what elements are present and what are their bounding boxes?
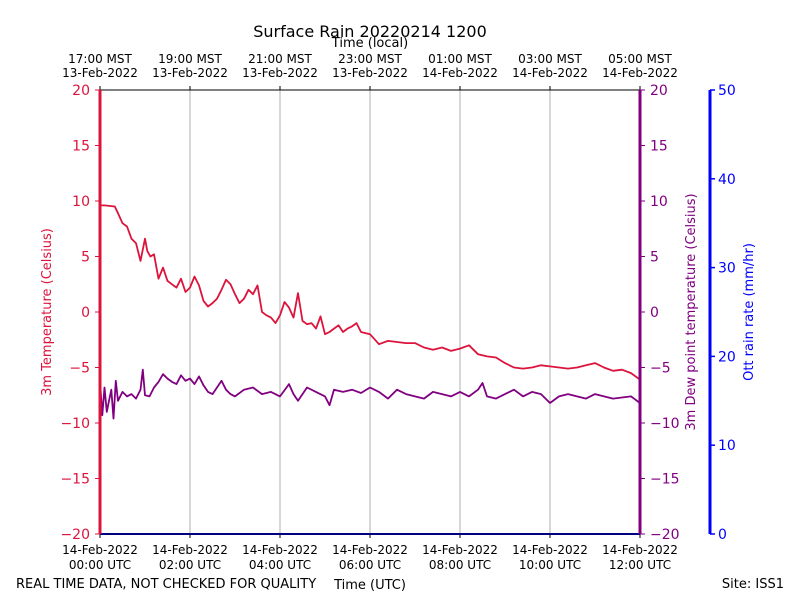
y2-tick-label: −20 — [650, 527, 680, 543]
y-tick-label: 15 — [72, 139, 90, 155]
x-tick-label: 14-Feb-2022 — [512, 543, 588, 557]
x-tick-label: 00:00 UTC — [69, 558, 131, 572]
dewpoint-line — [99, 368, 641, 420]
grid-lines — [189, 90, 551, 534]
rain-tick-label: 0 — [718, 527, 727, 543]
x-tick-label: 04:00 UTC — [249, 558, 311, 572]
top-tick-label: 19:00 MST — [158, 52, 222, 66]
x-tick-label: 14-Feb-2022 — [242, 543, 318, 557]
x-tick-label: 10:00 UTC — [519, 558, 581, 572]
axes-frame — [98, 89, 712, 535]
top-tick-label: 23:00 MST — [338, 52, 402, 66]
chart-title: Surface Rain 20220214 1200 — [253, 22, 487, 41]
top-tick-label: 14-Feb-2022 — [422, 66, 498, 80]
top-tick-label: 01:00 MST — [428, 52, 492, 66]
rain-tick-label: 40 — [718, 172, 736, 188]
y-axis-label-temperature: 3m Temperature (Celsius) — [40, 228, 55, 396]
y2-tick-label: 20 — [650, 83, 668, 99]
y2-tick-label: −5 — [650, 361, 671, 377]
y-tick-label: 0 — [81, 305, 90, 321]
x-tick-label: 06:00 UTC — [339, 558, 401, 572]
y-tick-label: 10 — [72, 194, 90, 210]
y2-tick-label: 0 — [650, 305, 659, 321]
y-tick-label: −5 — [69, 361, 90, 377]
temperature-line — [100, 204, 641, 381]
top-tick-label: 17:00 MST — [68, 52, 132, 66]
y-tick-label: −20 — [60, 527, 90, 543]
x-tick-label: 14-Feb-2022 — [422, 543, 498, 557]
y2-tick-label: −15 — [650, 472, 680, 488]
y-tick-label: −10 — [60, 416, 90, 432]
y-tick-label: −15 — [60, 472, 90, 488]
y2-tick-label: −10 — [650, 416, 680, 432]
y2-tick-label: 5 — [650, 250, 659, 266]
top-tick-label: 13-Feb-2022 — [332, 66, 408, 80]
top-tick-label: 03:00 MST — [518, 52, 582, 66]
top-tick-label: 21:00 MST — [248, 52, 312, 66]
x-axis-label: Time (UTC) — [333, 578, 406, 593]
x-tick-label: 02:00 UTC — [159, 558, 221, 572]
x-tick-label: 14-Feb-2022 — [62, 543, 138, 557]
rain-tick-label: 10 — [718, 438, 736, 454]
x-tick-label: 12:00 UTC — [609, 558, 671, 572]
top-tick-label: 13-Feb-2022 — [242, 66, 318, 80]
x-tick-label: 08:00 UTC — [429, 558, 491, 572]
x-tick-label: 14-Feb-2022 — [602, 543, 678, 557]
y-tick-label: 5 — [81, 250, 90, 266]
x-tick-label: 14-Feb-2022 — [152, 543, 228, 557]
top-tick-label: 13-Feb-2022 — [62, 66, 138, 80]
y2-tick-label: 10 — [650, 194, 668, 210]
top-tick-label: 05:00 MST — [608, 52, 672, 66]
quality-notice: REAL TIME DATA, NOT CHECKED FOR QUALITY — [16, 577, 316, 592]
y2-tick-label: 15 — [650, 139, 668, 155]
y-tick-label: 20 — [72, 83, 90, 99]
rain-tick-label: 30 — [718, 261, 736, 277]
top-tick-label: 13-Feb-2022 — [152, 66, 228, 80]
rain-tick-label: 50 — [718, 83, 736, 99]
top-tick-label: 14-Feb-2022 — [512, 66, 588, 80]
top-tick-label: 14-Feb-2022 — [602, 66, 678, 80]
x-tick-label: 14-Feb-2022 — [332, 543, 408, 557]
rain-tick-label: 20 — [718, 349, 736, 365]
y-axis-label-rain: Ott rain rate (mm/hr) — [742, 243, 757, 381]
top-axis-label: Time (local) — [331, 36, 408, 51]
site-label: Site: ISS1 — [722, 577, 784, 592]
y-axis-label-dewpoint: 3m Dew point temperature (Celsius) — [684, 193, 699, 430]
